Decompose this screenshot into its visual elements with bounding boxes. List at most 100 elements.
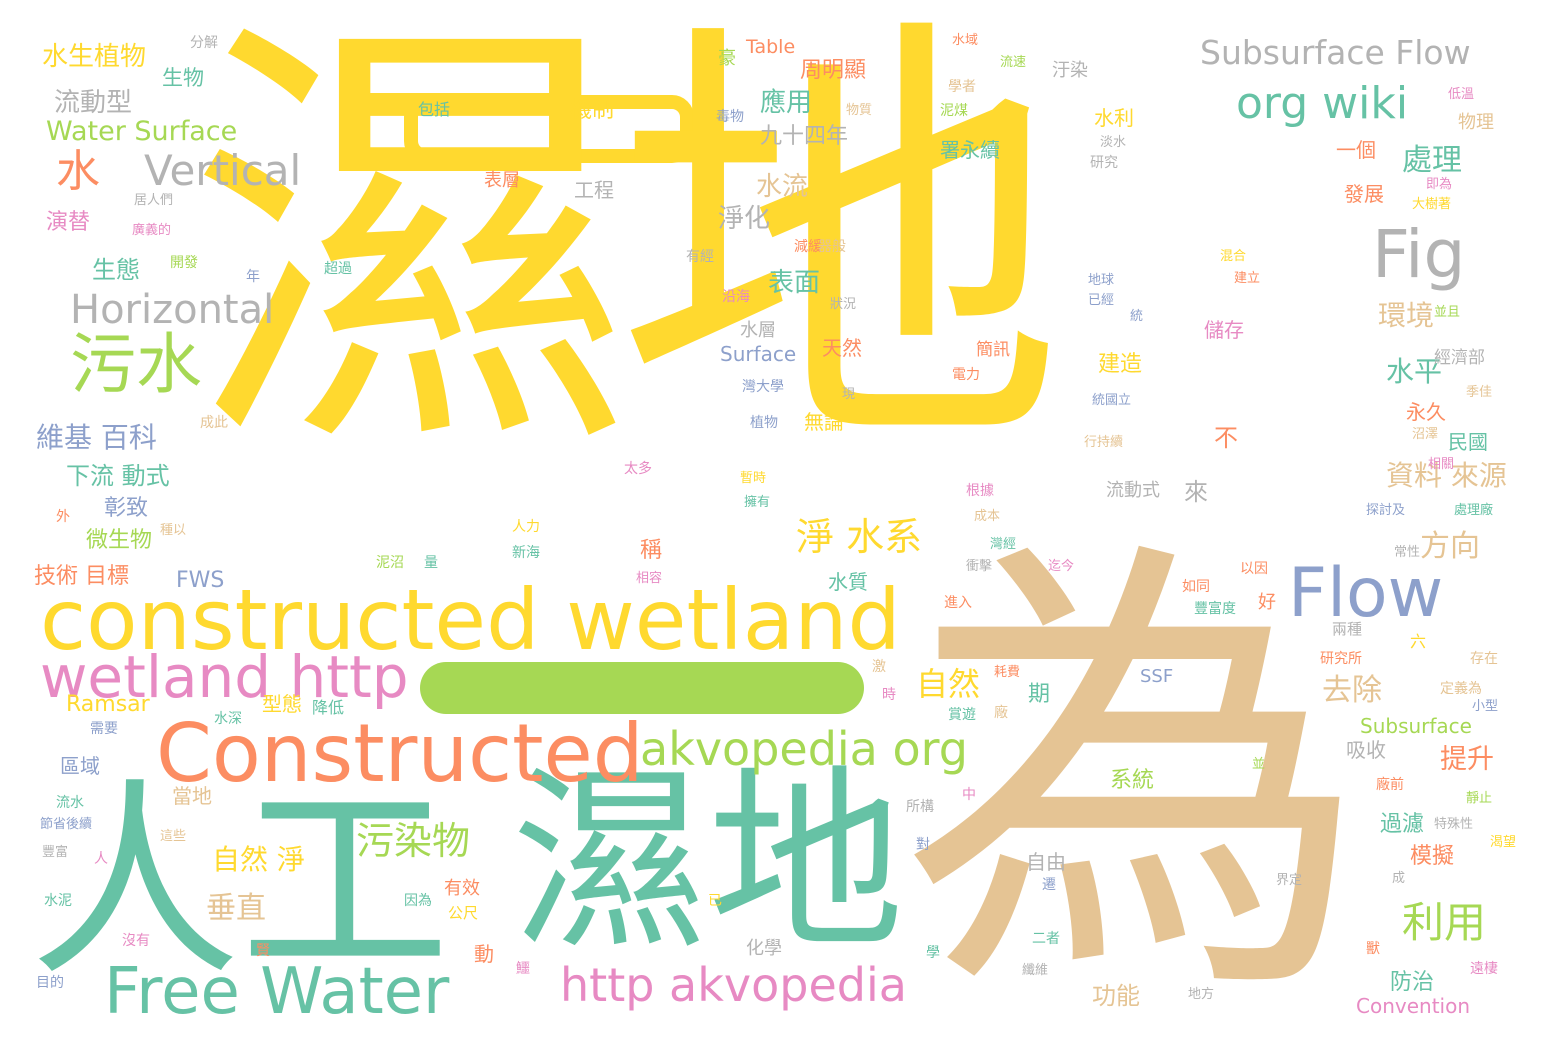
word: 賢 [256, 943, 270, 959]
word: 纖維 [1022, 963, 1049, 978]
word: 民國 [1448, 430, 1488, 454]
word: 沼澤 [1412, 427, 1439, 442]
word: 賞遊 [948, 707, 976, 723]
word: 建立 [1234, 271, 1261, 286]
word: 節省後續 [40, 817, 93, 832]
word: 地方 [1188, 987, 1215, 1002]
word: wetland http [40, 643, 409, 711]
word: 自由 [1026, 850, 1066, 874]
word: 器般 [818, 239, 846, 255]
word: Flow [1288, 554, 1444, 633]
word: 資料 來源 [1386, 459, 1507, 492]
word: 小型 [1472, 699, 1499, 714]
word: Vertical [144, 146, 302, 195]
word: 研究 [1090, 155, 1118, 171]
word: 一個 [1336, 138, 1376, 162]
word: 濕地 [188, 0, 1064, 505]
word: 表層 [484, 170, 520, 191]
word: 豐富度 [1194, 601, 1236, 617]
word: 去除 [1322, 673, 1382, 708]
word: 減緩 [794, 239, 822, 255]
word: 濕地 [512, 749, 905, 977]
word: 耗費 [994, 665, 1021, 680]
word: 動 [474, 942, 494, 966]
word: 降低 [312, 698, 345, 717]
word: 人 [94, 851, 108, 867]
word: 廠前 [1376, 777, 1404, 793]
word: 兩種 [1332, 620, 1363, 638]
word: 天然 [822, 336, 862, 360]
word: 混合 [1220, 249, 1247, 264]
word: 如同 [1182, 579, 1210, 595]
word: 汙染 [1052, 60, 1088, 81]
word: 型態 [262, 692, 302, 716]
word: Fig [1372, 216, 1466, 293]
word: 年 [246, 269, 260, 285]
word: 署永續 [940, 138, 1000, 162]
word: 為 [900, 505, 1370, 1052]
word: FWS [176, 568, 225, 593]
word: 水泥 [44, 893, 72, 909]
word: 地球 [1088, 273, 1115, 288]
word: 成本 [974, 509, 1001, 524]
word: 發展 [1344, 182, 1384, 206]
word: 流速 [1000, 55, 1027, 70]
word: SSF [1140, 666, 1174, 687]
word: 新海 [512, 545, 540, 561]
word: 有經 [686, 249, 714, 265]
word: 生態 [92, 256, 140, 284]
word: 包括 [418, 100, 451, 119]
word: 這些 [160, 829, 187, 844]
word: Subsurface Flow [1200, 33, 1471, 72]
word: 過濾 [1380, 812, 1425, 837]
word: Water Surface [46, 116, 238, 147]
word: 二者 [1032, 931, 1060, 947]
word: 對 [916, 837, 930, 853]
word: 現 [842, 387, 856, 402]
word: 流動式 [1106, 480, 1160, 501]
word: 自然 [916, 665, 981, 703]
word: 豪 [718, 48, 736, 69]
word: 有效 [444, 878, 480, 899]
word: 迄今 [1048, 559, 1075, 574]
word: 太多 [624, 461, 652, 477]
word: 垂直 [206, 891, 266, 926]
word: 處理廠 [1454, 503, 1494, 518]
word: 擁有 [744, 495, 771, 510]
word: 激 [872, 659, 886, 675]
word: 應用 [760, 88, 813, 118]
word: 相容 [636, 571, 663, 586]
word: 靜止 [1466, 791, 1493, 806]
word: 物理 [1458, 112, 1494, 133]
word: 水深 [214, 711, 242, 727]
word: 周明顯 [800, 58, 867, 83]
word: 中 [962, 787, 976, 803]
word: 污水 [70, 326, 202, 403]
word: 沿海 [722, 289, 750, 305]
word: akvopedia org [640, 722, 968, 776]
word: 人工 [30, 760, 451, 1005]
word: 機制 [570, 98, 615, 123]
word: 遷 [1042, 877, 1056, 893]
word: 並且 [1434, 305, 1461, 320]
word: 相關 [1428, 457, 1455, 472]
word: 演替 [46, 210, 91, 235]
word: 淨化 [718, 204, 771, 234]
word: 獸 [1366, 941, 1380, 957]
word: 夠 [256, 941, 270, 957]
word: 狀況 [830, 297, 857, 312]
word: 廣義的 [132, 223, 172, 238]
word: 目的 [36, 975, 64, 991]
word: 稱 [640, 538, 663, 563]
word: 並 [1252, 757, 1266, 772]
word: 特殊性 [1434, 817, 1474, 832]
word: 公尺 [448, 904, 479, 922]
word: Ramsar [66, 692, 150, 717]
word: Convention [1356, 994, 1471, 1018]
word: 探討及 [1366, 503, 1406, 518]
word: 大樹著 [1412, 197, 1452, 212]
word: Surface [720, 342, 797, 366]
word: org wiki [1236, 78, 1409, 129]
word: Horizontal [70, 287, 275, 333]
word: 廠 [994, 705, 1008, 721]
